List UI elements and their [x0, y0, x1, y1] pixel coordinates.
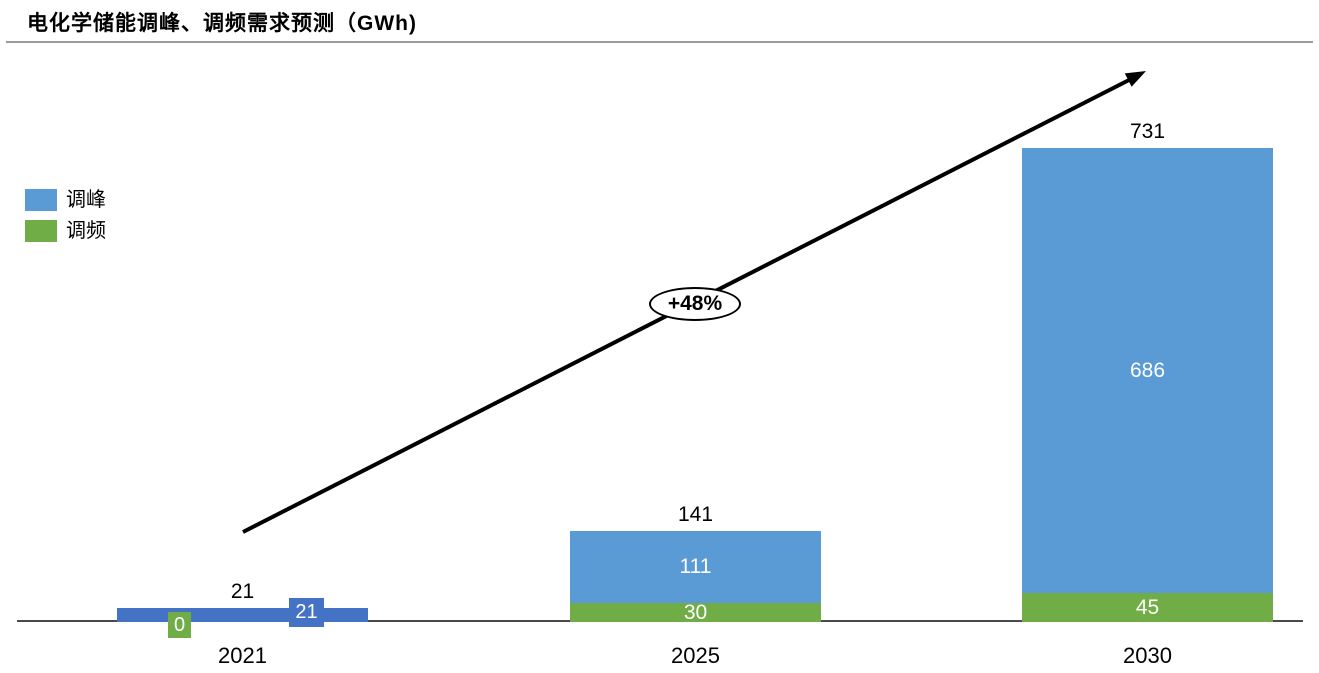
bar-2025-peak-segment: 111: [570, 530, 821, 603]
legend-label-peak: 调峰: [66, 189, 106, 211]
title-underline-rule: [6, 41, 1313, 43]
bar-2021-peak-segment: [117, 608, 368, 622]
total-label-2021: 21: [230, 580, 255, 604]
growth-annotation-text: +48%: [667, 292, 723, 315]
label-box-2021-freq: 0: [168, 612, 191, 638]
x-axis-label-2025: 2025: [671, 643, 720, 668]
total-label-2030: 731: [1129, 120, 1166, 143]
legend-item-freq: 调频: [25, 220, 106, 242]
x-axis-label-2030: 2030: [1123, 643, 1172, 668]
bar-2030-freq-segment: 45: [1022, 592, 1273, 622]
value-label-2025-freq: 30: [683, 600, 708, 624]
chart-title: 电化学储能调峰、调频需求预测（GWh): [27, 12, 417, 35]
label-box-2021-peak: 21: [289, 598, 324, 627]
x-axis-label-2021: 2021: [218, 643, 267, 668]
growth-arrow-head: [1124, 71, 1146, 87]
value-label-2025-peak: 111: [679, 555, 712, 579]
legend-swatch-freq: [25, 220, 57, 242]
legend: 调峰 调频: [25, 189, 106, 251]
legend-label-freq: 调频: [66, 220, 106, 242]
bar-2025-freq-segment: 30: [570, 600, 821, 624]
legend-swatch-peak: [25, 189, 57, 211]
total-label-2025: 141: [677, 502, 714, 526]
bar-2030-peak-segment: 686: [1022, 148, 1273, 593]
legend-item-peak: 调峰: [25, 189, 106, 211]
value-label-2030-peak: 686: [1129, 358, 1166, 382]
growth-annotation-ellipse: +48%: [649, 287, 741, 321]
value-label-2030-freq: 45: [1135, 595, 1160, 619]
